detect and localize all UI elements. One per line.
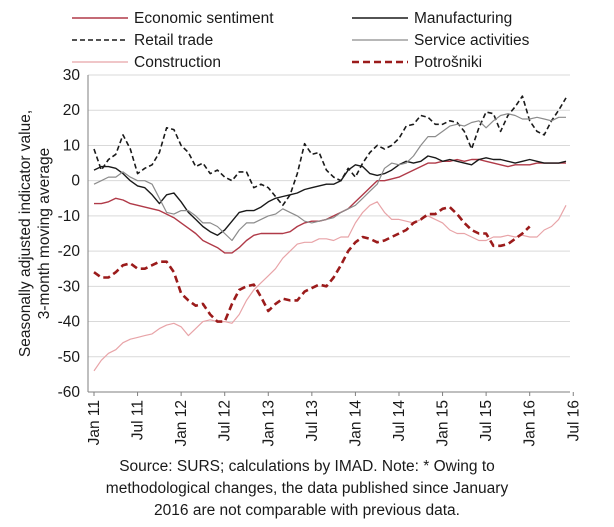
source-line-2: methodological changes, the data publish… — [105, 480, 509, 497]
series-line-service-activities — [93, 113, 566, 242]
source-note: Source: SURS; calculations by IMAD. Note… — [0, 456, 614, 522]
axes: 30 20 10 0 -10 -20 -30 -40 -50 -60 Jan 11 Jul 11 Jan… — [58, 67, 583, 447]
x-tick-label: Jul 16 — [565, 400, 582, 441]
series-line-potro-niki — [93, 205, 531, 323]
legend-label-retail-trade: Retail trade — [134, 32, 213, 49]
source-line-1: Source: SURS; calculations by IMAD. Note… — [119, 458, 495, 475]
x-tick-label: Jul 11 — [130, 400, 147, 440]
x-tick-label: Jul 15 — [478, 400, 495, 441]
y-tick-label: -60 — [58, 384, 81, 401]
y-tick-label: -20 — [58, 243, 81, 260]
y-tick-label: 10 — [63, 137, 81, 154]
y-axis-label-line: 3-month moving average — [36, 148, 53, 319]
legend-label-manufacturing: Manufacturing — [414, 10, 512, 27]
legend-label-service-activities: Service activities — [414, 32, 530, 49]
series-line-construction — [93, 201, 567, 372]
series-line-retail-trade — [93, 95, 567, 207]
x-tick-label: Jan 14 — [347, 400, 364, 447]
legend-label-economic-sentiment: Economic sentiment — [134, 10, 274, 27]
series-line-manufacturing — [93, 155, 567, 237]
legend-label-potro-niki: Potrošniki — [414, 54, 482, 71]
x-tick-label: Jul 14 — [391, 400, 408, 442]
x-tick-label: Jan 12 — [173, 400, 190, 447]
y-tick-label: -30 — [58, 278, 81, 295]
series-layer — [93, 95, 567, 372]
y-axis-label-line: Seasonally adjusted indicator value, — [17, 110, 34, 357]
legend-label-construction: Construction — [134, 54, 221, 71]
legend: Economic sentiment Manufacturing Retail tr… — [72, 10, 530, 71]
x-tick-label: Jan 11 — [86, 400, 103, 445]
y-tick-label: -40 — [58, 314, 81, 331]
y-tick-label: -50 — [58, 349, 81, 366]
y-tick-label: 30 — [63, 67, 81, 84]
x-tick-label: Jul 12 — [217, 400, 234, 441]
series-line-economic-sentiment — [94, 158, 566, 254]
y-tick-label: 0 — [71, 173, 80, 190]
gridlines — [88, 74, 570, 393]
source-line-3: 2016 are not comparable with previous da… — [154, 502, 460, 519]
x-tick-label: Jul 13 — [304, 400, 321, 441]
x-tick-label: Jan 16 — [522, 400, 539, 447]
line-chart: Economic sentiment Manufacturing Retail tr… — [17, 10, 583, 447]
y-tick-label: -10 — [58, 208, 81, 225]
y-axis-label: Seasonally adjusted indicator value, 3-mo… — [17, 110, 53, 357]
y-tick-label: 20 — [63, 102, 81, 119]
x-tick-label: Jan 15 — [435, 400, 452, 447]
x-tick-label: Jan 13 — [260, 400, 277, 447]
